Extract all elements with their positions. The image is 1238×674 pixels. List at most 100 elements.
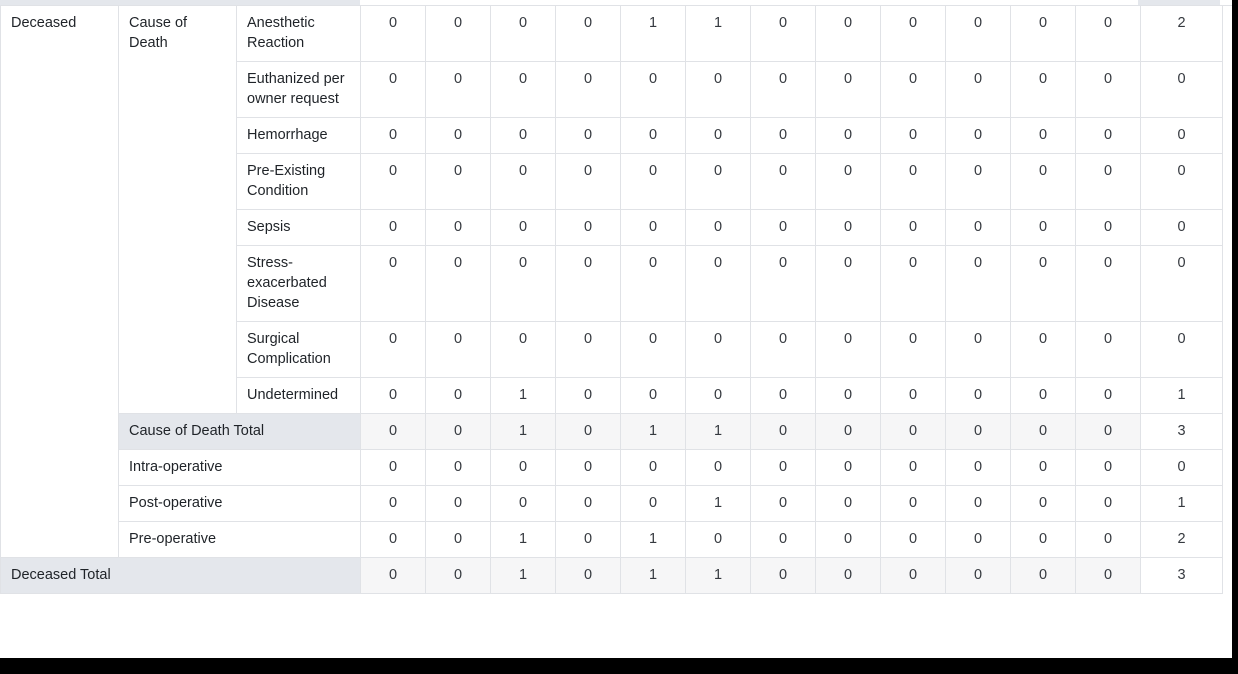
cell-hemorrhage-c4[interactable]: 0: [555, 117, 621, 154]
cell-pre-existing-condition-c5[interactable]: 0: [620, 153, 686, 210]
cell-deceased-total-c3[interactable]: 1: [490, 557, 556, 594]
cell-sepsis-c10[interactable]: 0: [945, 209, 1011, 246]
cell-post-operative-c9[interactable]: 0: [880, 485, 946, 522]
cell-pre-existing-condition-c3[interactable]: 0: [490, 153, 556, 210]
cell-pre-existing-condition-c11[interactable]: 0: [1010, 153, 1076, 210]
cell-undetermined-c1[interactable]: 0: [360, 377, 426, 414]
cell-intra-operative-c10[interactable]: 0: [945, 449, 1011, 486]
cell-anesthetic-reaction-c7[interactable]: 0: [750, 5, 816, 62]
cell-cause-of-death-total-c9[interactable]: 0: [880, 413, 946, 450]
row-header-deceased-total[interactable]: Deceased Total: [0, 557, 361, 594]
cell-pre-existing-condition-c9[interactable]: 0: [880, 153, 946, 210]
cell-hemorrhage-c2[interactable]: 0: [425, 117, 491, 154]
cell-sepsis-c11[interactable]: 0: [1010, 209, 1076, 246]
cell-pre-operative-c9[interactable]: 0: [880, 521, 946, 558]
row-header-pre-existing-condition[interactable]: Pre-Existing Condition: [236, 153, 361, 210]
cell-euthanized-per-owner-request-c8[interactable]: 0: [815, 61, 881, 118]
cell-sepsis-c2[interactable]: 0: [425, 209, 491, 246]
cell-post-operative-c10[interactable]: 0: [945, 485, 1011, 522]
cell-post-operative-c8[interactable]: 0: [815, 485, 881, 522]
cell-stress-exacerbated-disease-c5[interactable]: 0: [620, 245, 686, 322]
row-header-cause-of-death-total[interactable]: Cause of Death Total: [118, 413, 361, 450]
cell-undetermined-c11[interactable]: 0: [1010, 377, 1076, 414]
cell-sepsis-c7[interactable]: 0: [750, 209, 816, 246]
cell-undetermined-c8[interactable]: 0: [815, 377, 881, 414]
cell-hemorrhage-c3[interactable]: 0: [490, 117, 556, 154]
cell-stress-exacerbated-disease-c12[interactable]: 0: [1075, 245, 1141, 322]
cell-cause-of-death-total-c8[interactable]: 0: [815, 413, 881, 450]
cell-anesthetic-reaction-c11[interactable]: 0: [1010, 5, 1076, 62]
cell-euthanized-per-owner-request-c11[interactable]: 0: [1010, 61, 1076, 118]
cell-post-operative-c12[interactable]: 0: [1075, 485, 1141, 522]
cell-deceased-total-c12[interactable]: 0: [1075, 557, 1141, 594]
row-subgroup-cause-of-death[interactable]: Cause of Death: [118, 5, 237, 414]
cell-deceased-total-c8[interactable]: 0: [815, 557, 881, 594]
cell-anesthetic-reaction-c4[interactable]: 0: [555, 5, 621, 62]
cell-undetermined-c4[interactable]: 0: [555, 377, 621, 414]
row-header-stress-exacerbated-disease[interactable]: Stress-exacerbated Disease: [236, 245, 361, 322]
cell-euthanized-per-owner-request-c7[interactable]: 0: [750, 61, 816, 118]
cell-anesthetic-reaction-total[interactable]: 2: [1140, 5, 1223, 62]
cell-hemorrhage-total[interactable]: 0: [1140, 117, 1223, 154]
cell-sepsis-c5[interactable]: 0: [620, 209, 686, 246]
cell-hemorrhage-c1[interactable]: 0: [360, 117, 426, 154]
row-header-surgical-complication[interactable]: Surgical Complication: [236, 321, 361, 378]
row-header-sepsis[interactable]: Sepsis: [236, 209, 361, 246]
cell-post-operative-c4[interactable]: 0: [555, 485, 621, 522]
row-header-euthanized-per-owner-request[interactable]: Euthanized per owner request: [236, 61, 361, 118]
cell-sepsis-c6[interactable]: 0: [685, 209, 751, 246]
cell-stress-exacerbated-disease-c3[interactable]: 0: [490, 245, 556, 322]
row-header-pre-operative[interactable]: Pre-operative: [118, 521, 361, 558]
cell-anesthetic-reaction-c6[interactable]: 1: [685, 5, 751, 62]
cell-undetermined-c3[interactable]: 1: [490, 377, 556, 414]
cell-hemorrhage-c8[interactable]: 0: [815, 117, 881, 154]
cell-cause-of-death-total-c4[interactable]: 0: [555, 413, 621, 450]
cell-hemorrhage-c12[interactable]: 0: [1075, 117, 1141, 154]
cell-deceased-total-c2[interactable]: 0: [425, 557, 491, 594]
cell-cause-of-death-total-c10[interactable]: 0: [945, 413, 1011, 450]
row-header-post-operative[interactable]: Post-operative: [118, 485, 361, 522]
cell-pre-operative-c11[interactable]: 0: [1010, 521, 1076, 558]
cell-sepsis-c1[interactable]: 0: [360, 209, 426, 246]
cell-surgical-complication-c5[interactable]: 0: [620, 321, 686, 378]
cell-cause-of-death-total-c7[interactable]: 0: [750, 413, 816, 450]
row-header-hemorrhage[interactable]: Hemorrhage: [236, 117, 361, 154]
cell-intra-operative-c3[interactable]: 0: [490, 449, 556, 486]
cell-cause-of-death-total-c3[interactable]: 1: [490, 413, 556, 450]
cell-stress-exacerbated-disease-c4[interactable]: 0: [555, 245, 621, 322]
cell-undetermined-total[interactable]: 1: [1140, 377, 1223, 414]
cell-euthanized-per-owner-request-c1[interactable]: 0: [360, 61, 426, 118]
cell-deceased-total-c10[interactable]: 0: [945, 557, 1011, 594]
cell-undetermined-c7[interactable]: 0: [750, 377, 816, 414]
cell-cause-of-death-total-c2[interactable]: 0: [425, 413, 491, 450]
cell-stress-exacerbated-disease-c6[interactable]: 0: [685, 245, 751, 322]
cell-euthanized-per-owner-request-c6[interactable]: 0: [685, 61, 751, 118]
cell-sepsis-c8[interactable]: 0: [815, 209, 881, 246]
cell-hemorrhage-c6[interactable]: 0: [685, 117, 751, 154]
cell-deceased-total-c6[interactable]: 1: [685, 557, 751, 594]
cell-surgical-complication-c12[interactable]: 0: [1075, 321, 1141, 378]
cell-anesthetic-reaction-c2[interactable]: 0: [425, 5, 491, 62]
cell-intra-operative-c1[interactable]: 0: [360, 449, 426, 486]
cell-surgical-complication-c10[interactable]: 0: [945, 321, 1011, 378]
cell-hemorrhage-c7[interactable]: 0: [750, 117, 816, 154]
cell-post-operative-c1[interactable]: 0: [360, 485, 426, 522]
cell-deceased-total-c5[interactable]: 1: [620, 557, 686, 594]
cell-surgical-complication-c1[interactable]: 0: [360, 321, 426, 378]
cell-cause-of-death-total-c5[interactable]: 1: [620, 413, 686, 450]
cell-euthanized-per-owner-request-c10[interactable]: 0: [945, 61, 1011, 118]
cell-surgical-complication-c9[interactable]: 0: [880, 321, 946, 378]
cell-stress-exacerbated-disease-c9[interactable]: 0: [880, 245, 946, 322]
cell-pre-operative-c1[interactable]: 0: [360, 521, 426, 558]
cell-sepsis-c9[interactable]: 0: [880, 209, 946, 246]
cell-pre-operative-c5[interactable]: 1: [620, 521, 686, 558]
cell-pre-existing-condition-c2[interactable]: 0: [425, 153, 491, 210]
cell-cause-of-death-total-total[interactable]: 3: [1140, 413, 1223, 450]
cell-undetermined-c10[interactable]: 0: [945, 377, 1011, 414]
cell-stress-exacerbated-disease-c11[interactable]: 0: [1010, 245, 1076, 322]
cell-intra-operative-c9[interactable]: 0: [880, 449, 946, 486]
cell-hemorrhage-c11[interactable]: 0: [1010, 117, 1076, 154]
row-header-intra-operative[interactable]: Intra-operative: [118, 449, 361, 486]
cell-intra-operative-c8[interactable]: 0: [815, 449, 881, 486]
cell-surgical-complication-c11[interactable]: 0: [1010, 321, 1076, 378]
